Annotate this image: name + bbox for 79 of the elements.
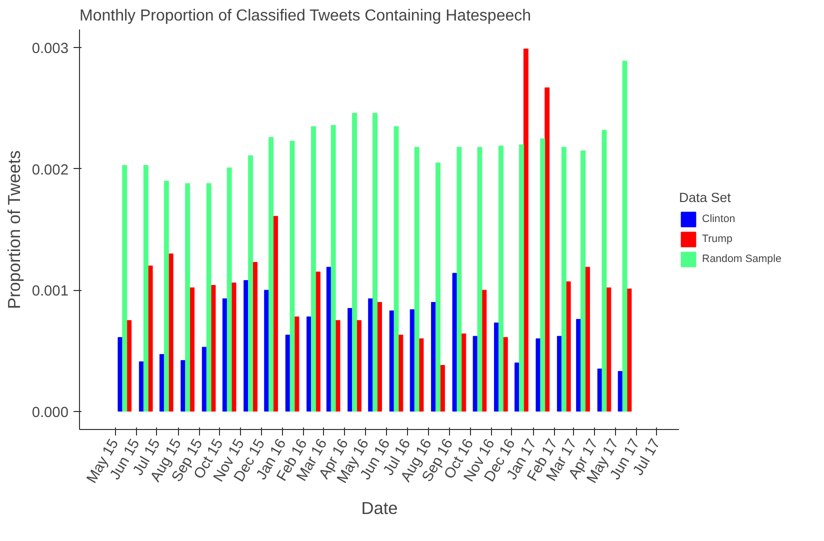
bar [330,125,336,412]
bar [502,337,508,412]
bar [356,320,362,412]
bar [335,320,340,412]
bar [372,112,378,412]
legend-title: Data Set [679,190,732,204]
bar [290,140,295,412]
bar [159,354,164,412]
bar [585,266,590,412]
bar [306,316,312,412]
bar [452,272,458,412]
bar [231,282,236,412]
bar [368,298,374,412]
bar [394,126,399,412]
bar [222,298,228,412]
bar [143,165,148,412]
bar [436,162,440,412]
bar [126,320,132,412]
bar [377,302,382,412]
x-axis-title: Date [361,498,398,518]
bar [244,280,249,412]
bar [536,338,541,412]
bar [622,60,628,412]
bar [118,337,123,412]
y-axis-title: Proportion of Tweets [4,150,24,309]
bar [418,338,424,412]
y-tick-label: 0.002 [32,162,69,178]
bar [122,165,128,412]
chart-title: Monthly Proportion of Classified Tweets Containing Hatespeech [80,8,532,24]
y-tick-label: 0.001 [32,284,69,300]
bar [561,146,566,412]
bar [164,180,169,412]
bar [477,146,482,412]
bar [268,137,274,412]
bar [352,112,357,412]
bar [398,334,404,412]
bar [602,130,607,412]
bar [414,146,420,412]
bar [248,155,254,412]
bar [210,285,216,412]
bar [514,362,520,412]
bar [148,266,153,412]
bar [311,126,316,412]
bar [202,346,207,412]
bar [326,266,332,412]
bar [206,183,212,412]
y-tick-label: 0.003 [32,41,69,58]
bar [540,138,546,412]
bar [566,281,571,412]
bar [597,368,602,412]
bar [440,365,445,412]
bar [138,361,144,412]
bar [226,167,232,412]
bar [626,288,632,412]
legend-label: Clinton [702,212,736,224]
legend-label: Trump [702,232,732,244]
bar [348,308,353,412]
bar [273,216,278,412]
bar [431,302,436,412]
bar [580,150,586,412]
bar [168,253,174,412]
bar [518,144,524,412]
bar [315,272,320,412]
bar [190,287,195,412]
legend-label: Random Sample [702,252,782,264]
bar [472,336,478,412]
y-tick-label: 0.000 [32,404,69,421]
bar [498,146,504,412]
bar [523,48,528,412]
bar [185,183,190,412]
bar [252,262,258,412]
bar [456,146,462,412]
bar [264,290,270,412]
bar [556,336,562,412]
bar [576,318,582,412]
bar [494,322,499,412]
bar [544,87,550,412]
bar [180,360,186,412]
bar [294,316,300,412]
